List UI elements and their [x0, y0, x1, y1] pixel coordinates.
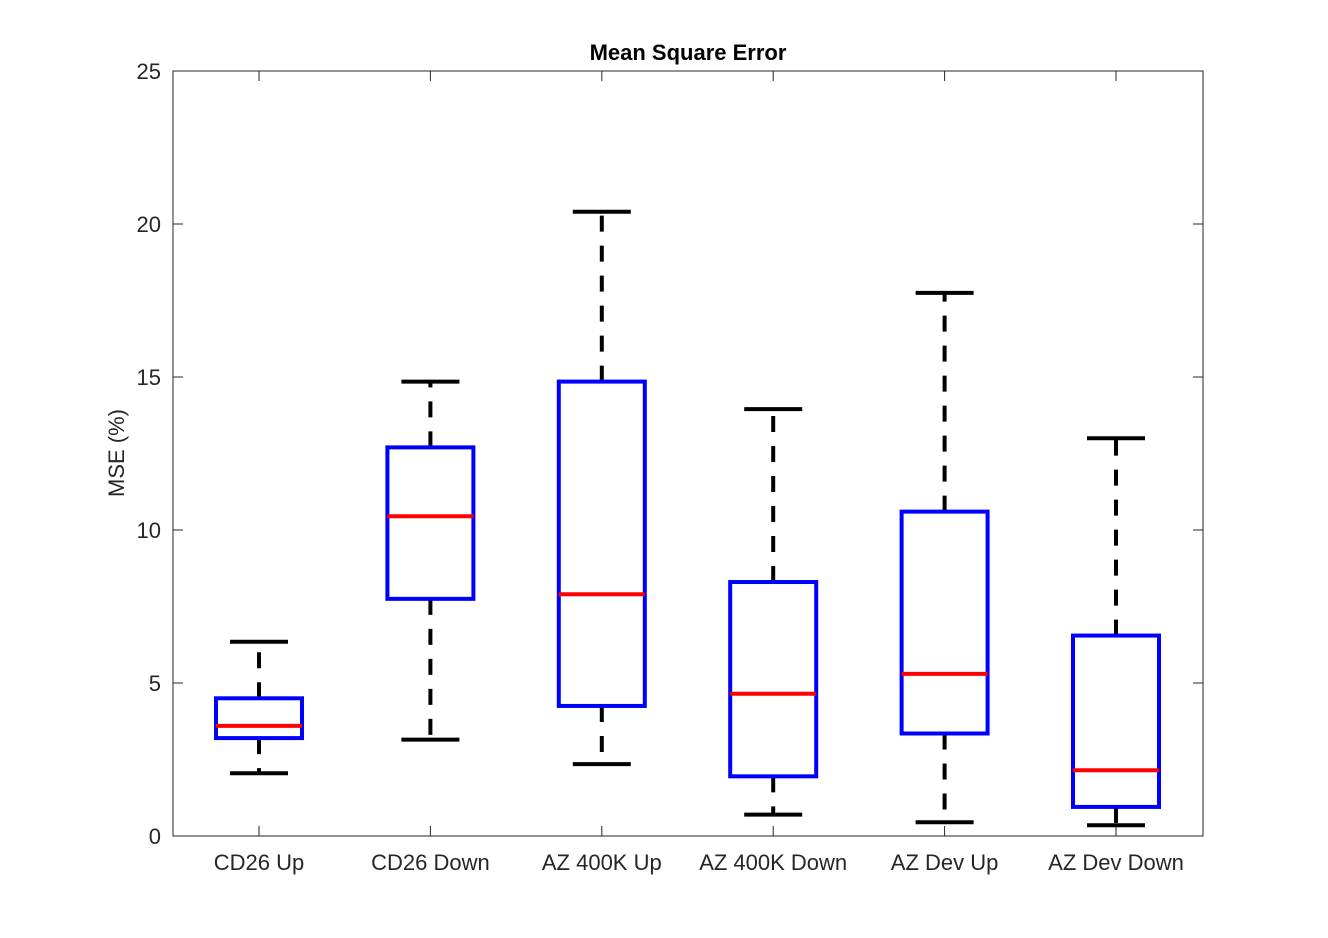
x-tick-label: AZ 400K Down	[699, 850, 847, 875]
plot-area: 0 5 10 15 20 25 CD26 Up CD26 Down AZ 400K Up AZ 4…	[137, 59, 1204, 875]
x-tick-label: AZ Dev Down	[1048, 850, 1184, 875]
y-tick-label: 0	[149, 824, 161, 849]
x-tick-label: AZ Dev Up	[891, 850, 999, 875]
y-tick-label: 25	[137, 59, 161, 84]
iqr-box	[385, 445, 476, 601]
y-axis-label: MSE (%)	[104, 409, 129, 497]
chart-title: Mean Square Error	[590, 40, 787, 65]
iqr-box	[214, 696, 304, 741]
x-tick-label: CD26 Down	[371, 850, 490, 875]
plot-frame	[172, 70, 1204, 837]
y-tick-label: 5	[149, 671, 161, 696]
iqr-box	[1071, 633, 1161, 809]
iqr-box	[728, 580, 819, 779]
x-tick-label: CD26 Up	[214, 850, 304, 875]
y-tick-label: 15	[137, 365, 161, 390]
y-tick-label: 10	[137, 518, 161, 543]
y-tick-label: 20	[137, 212, 161, 237]
iqr-box	[556, 379, 647, 708]
x-tick-label: AZ 400K Up	[542, 850, 662, 875]
iqr-box	[899, 509, 990, 736]
